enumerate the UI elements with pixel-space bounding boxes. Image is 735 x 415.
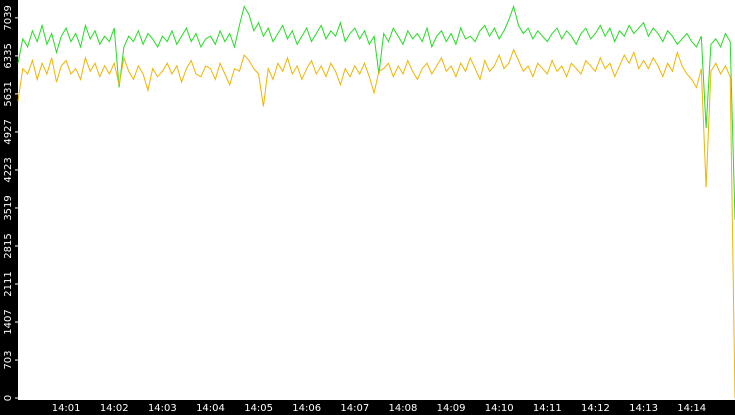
x-tick-label: 14:09 (437, 403, 466, 414)
y-tick-label: 5631 (3, 81, 14, 106)
x-tick-label: 14:04 (196, 403, 225, 414)
x-tick-label: 14:14 (677, 403, 706, 414)
y-tick-label: 2111 (3, 271, 14, 296)
series-line (17, 48, 735, 399)
x-tick-label: 14:02 (100, 403, 129, 414)
x-tick-label: 14:03 (148, 403, 177, 414)
y-tick-label: 4927 (3, 119, 14, 144)
x-tick-label: 14:07 (340, 403, 369, 414)
y-tick-label: 0 (3, 395, 14, 401)
y-tick-label: 2815 (3, 233, 14, 258)
series-line (17, 4, 735, 220)
x-tick-label: 14:01 (52, 403, 81, 414)
x-tick-label: 14:10 (485, 403, 514, 414)
x-tick-label: 14:08 (389, 403, 418, 414)
x-tick-label: 14:05 (244, 403, 273, 414)
y-tick-label: 4223 (3, 157, 14, 182)
x-tick-label: 14:11 (533, 403, 562, 414)
y-tick-label: 7039 (3, 5, 14, 30)
x-tick-label: 14:12 (581, 403, 610, 414)
x-tick-label: 14:13 (629, 403, 658, 414)
y-tick-label: 1407 (3, 309, 14, 334)
x-tick-label: 14:06 (292, 403, 321, 414)
y-tick-label: 6335 (3, 43, 14, 68)
y-tick-label: 703 (3, 350, 14, 369)
y-tick-label: 3519 (3, 195, 14, 220)
